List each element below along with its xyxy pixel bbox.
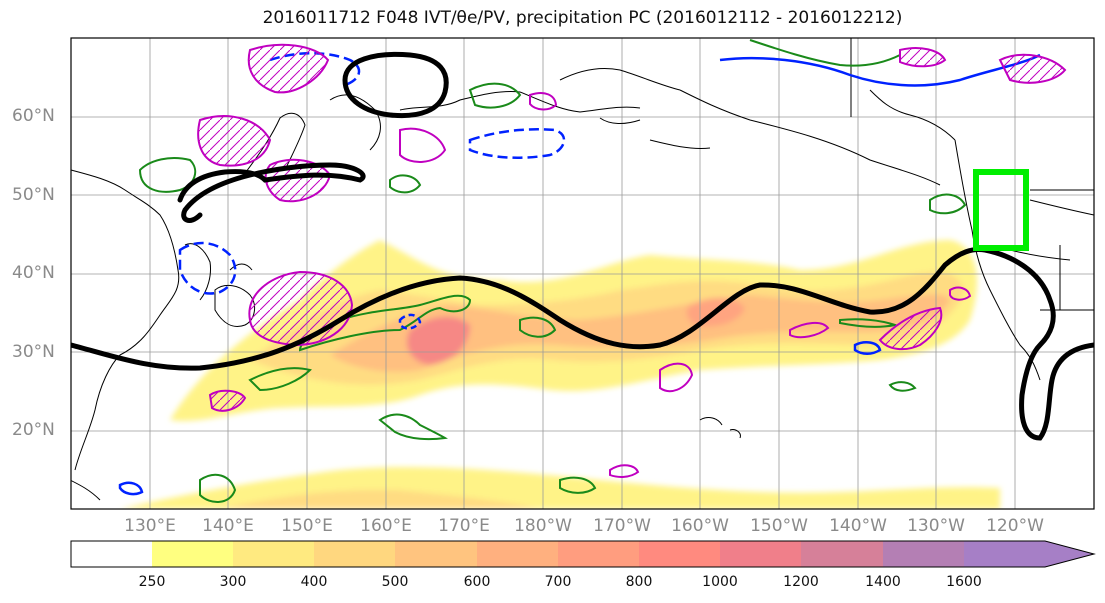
colorbar <box>70 540 1096 568</box>
lon-label-140w: 140°W <box>829 516 887 536</box>
colorbar-bin-1 <box>152 541 233 567</box>
colorbar-bin-8 <box>720 541 801 567</box>
lon-label-140e: 140°E <box>202 516 254 536</box>
colorbar-label-800: 800 <box>625 574 653 590</box>
coastlines <box>71 38 1094 501</box>
lat-label-40n: 40°N <box>12 263 55 283</box>
lon-label-130w: 130°W <box>907 516 965 536</box>
lon-label-160w: 160°W <box>671 516 729 536</box>
colorbar-bin-4 <box>395 541 477 567</box>
colorbar-label-500: 500 <box>381 574 409 590</box>
colorbar-label-1600: 1600 <box>946 574 982 590</box>
colorbar-label-1200: 1200 <box>783 574 819 590</box>
colorbar-label-300: 300 <box>219 574 247 590</box>
colorbar-bin-2 <box>233 541 314 567</box>
lat-label-60n: 60°N <box>12 106 55 126</box>
lon-label-120w: 120°W <box>986 516 1044 536</box>
lon-label-150w: 150°W <box>750 516 808 536</box>
colorbar-bin-10 <box>883 541 964 567</box>
colorbar-bin-3 <box>314 541 395 567</box>
lat-label-20n: 20°N <box>12 420 55 440</box>
pv-positive-contours <box>138 39 967 503</box>
gridlines <box>71 38 1094 509</box>
lon-label-150e: 150°E <box>281 516 333 536</box>
lon-label-180w: 180°W <box>514 516 572 536</box>
lon-label-160e: 160°E <box>360 516 412 536</box>
map-border <box>70 37 1095 510</box>
colorbar-label-250: 250 <box>138 574 166 590</box>
lon-label-130e: 130°E <box>124 516 176 536</box>
lat-label-50n: 50°N <box>12 185 55 205</box>
colorbar-label-700: 700 <box>544 574 572 590</box>
colorbar-bin-5 <box>477 541 558 567</box>
colorbar-bin-9 <box>801 541 883 567</box>
target-region-box <box>973 169 1029 251</box>
map-title: 2016011712 F048 IVT/θe/PV, precipitation… <box>262 8 903 28</box>
colorbar-bin-7 <box>639 541 720 567</box>
lon-label-170w: 170°W <box>593 516 651 536</box>
colorbar-extend-arrow <box>964 541 1094 567</box>
colorbar-label-1000: 1000 <box>702 574 738 590</box>
colorbar-bin-0 <box>71 541 152 567</box>
colorbar-outline <box>70 540 1096 568</box>
colorbar-label-1400: 1400 <box>865 574 901 590</box>
precip-pc-contours <box>197 43 1067 478</box>
colorbar-label-400: 400 <box>300 574 328 590</box>
colorbar-label-600: 600 <box>463 574 491 590</box>
lat-label-30n: 30°N <box>12 342 55 362</box>
colorbar-bin-6 <box>558 541 639 567</box>
lon-label-170e: 170°E <box>438 516 490 536</box>
theta-e-contours <box>71 51 1094 441</box>
